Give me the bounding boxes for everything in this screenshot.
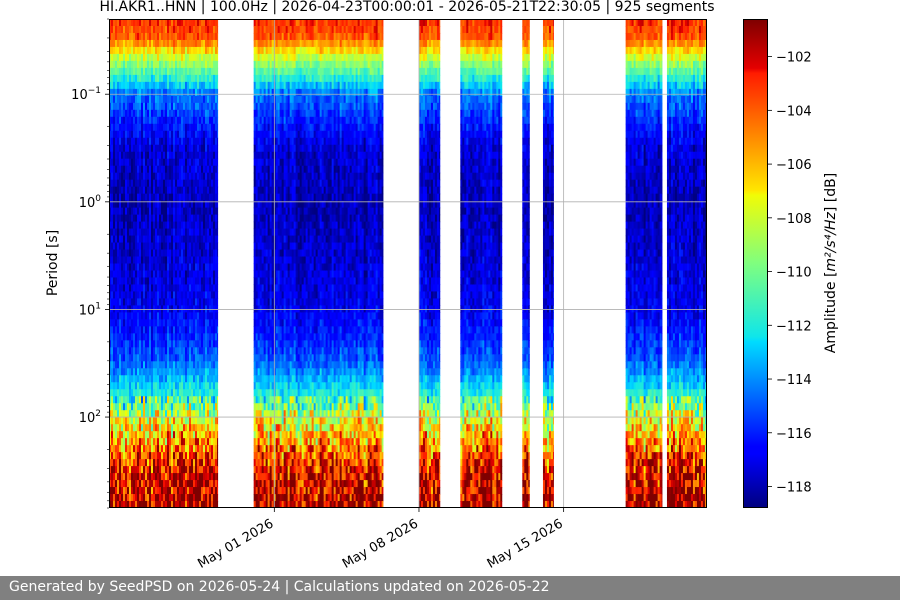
colorbar-tick-label: −108 [776,212,812,227]
data-segment-2 [253,19,384,508]
colorbar-tick-label: −116 [776,427,812,442]
data-segment-8 [666,19,707,508]
colorbar-label: Amplitude [m²/s⁴/Hz] [dB] [823,173,839,353]
data-segment-6 [542,19,554,508]
spectrogram-heatmap [109,19,707,508]
data-segment-1 [109,19,219,508]
y-tick-label: 100 [79,194,102,211]
y-axis: 10−1 100 101 102 [71,18,109,509]
chart-title: HI.AKR1..HNN | 100.0Hz | 2026-04-23T00:0… [99,0,714,15]
y-axis-label: Period [s] [45,230,61,296]
footer-bar: Generated by SeedPSD on 2026-05-24 | Cal… [0,576,900,600]
data-segment-7 [625,19,663,508]
colorbar-tick-label: −102 [776,51,812,66]
colorbar-axis: −102 −104 −106 −108 −110 −112 −114 −116 −118 [768,51,812,496]
data-segment-3 [418,19,441,508]
x-tick-label: May 01 2026 [195,516,276,571]
plot-grid [109,19,707,508]
colorbar-tick-label: −104 [776,104,812,119]
x-tick-label: May 15 2026 [485,516,566,571]
colorbar-tick-label: −114 [776,373,812,388]
x-tick-label: May 08 2026 [340,516,421,571]
y-tick-label: 102 [79,409,101,426]
colorbar-tick-label: −110 [776,266,812,281]
y-tick-label: 10−1 [71,86,101,103]
data-segment-4 [460,19,503,508]
footer-text: Generated by SeedPSD on 2026-05-24 | Cal… [9,579,550,595]
x-axis: May 01 2026 May 08 2026 May 15 2026 [195,508,566,572]
colorbar [743,19,768,508]
colorbar-tick-label: −118 [776,481,812,496]
colorbar-tick-label: −112 [776,319,812,334]
y-tick-label: 101 [79,301,101,318]
data-segment-5 [522,19,530,508]
plot-frame [109,19,707,508]
colorbar-tick-label: −106 [776,158,812,173]
